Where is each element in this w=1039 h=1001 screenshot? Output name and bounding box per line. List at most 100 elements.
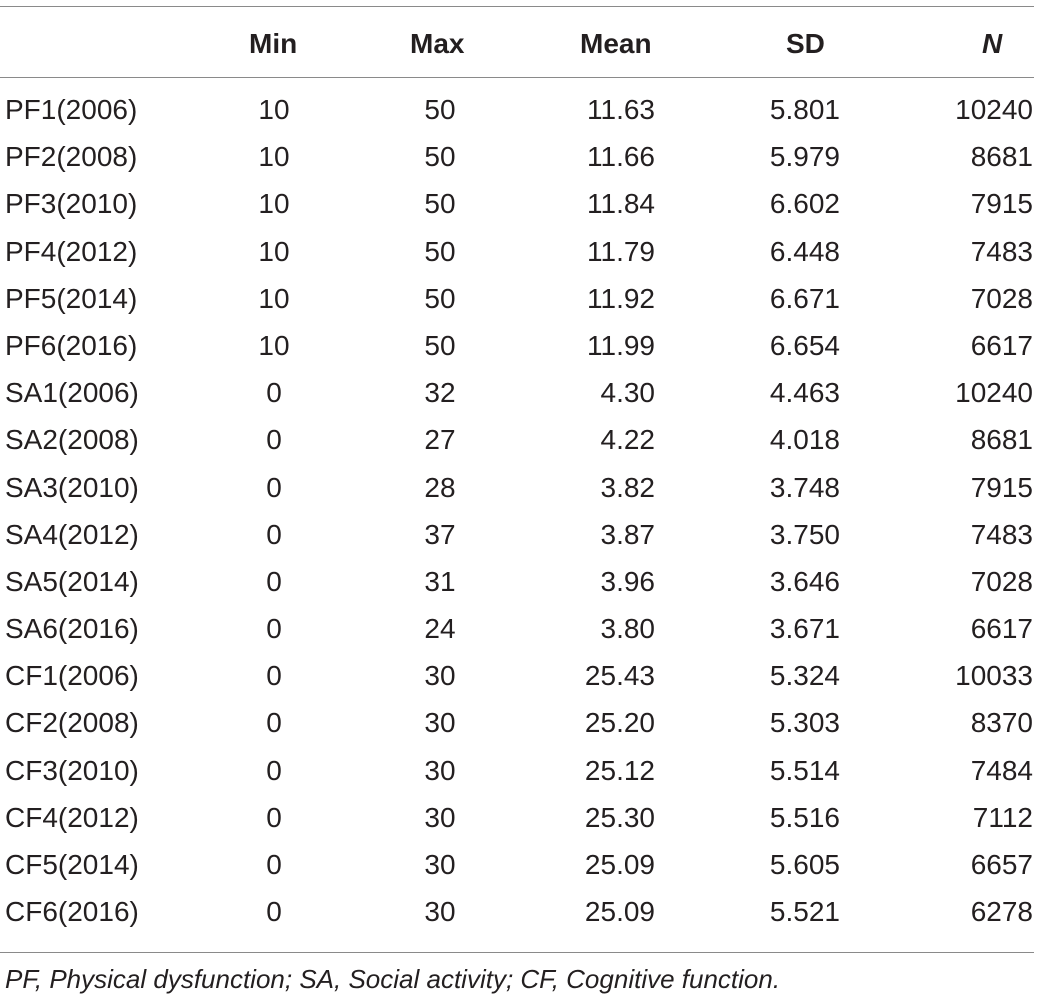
cell-min: 0 <box>266 849 282 880</box>
row-label: CF3(2010) <box>5 754 139 786</box>
cell-n: 7915 <box>970 188 1033 220</box>
cell-min: 0 <box>266 518 282 550</box>
row-label: CF2(2008) <box>5 707 139 739</box>
cell-mean: 11.92 <box>587 282 655 314</box>
cell-max: 30 <box>424 896 456 928</box>
cell-n: 8681 <box>970 424 1033 456</box>
cell-min: 0 <box>266 896 282 928</box>
cell-min: 0 <box>266 613 282 645</box>
header-max: Max <box>410 28 465 59</box>
cell-max: 50 <box>424 282 456 314</box>
row-label: SA1(2006) <box>5 377 139 409</box>
header-sd: SD <box>786 28 825 59</box>
cell-min: 0 <box>266 801 282 833</box>
cell-sd: 6.448 <box>769 235 840 267</box>
cell-max: 32 <box>424 377 456 409</box>
table-row: PF5(2014) 10 50 11.92 6.671 7028 <box>0 277 1039 324</box>
cell-mean: 11.84 <box>587 188 655 220</box>
cell-sd: 5.516 <box>769 801 840 833</box>
cell-sd: 6.671 <box>769 282 840 314</box>
table-row: CF5(2014) 0 30 25.09 5.605 6657 <box>0 843 1039 890</box>
cell-mean: 25.43 <box>584 660 655 692</box>
cell-sd: 5.979 <box>769 141 840 173</box>
cell-sd: 4.463 <box>769 377 840 409</box>
table-row: SA3(2010) 0 28 3.82 3.748 7915 <box>0 466 1039 513</box>
cell-min: 10 <box>258 282 290 314</box>
cell-mean: 3.96 <box>600 565 656 597</box>
cell-n: 6617 <box>970 613 1033 645</box>
cell-mean: 25.09 <box>584 849 655 880</box>
cell-max: 30 <box>424 801 456 833</box>
row-label: SA5(2014) <box>5 565 139 597</box>
table-row: SA1(2006) 0 32 4.30 4.463 10240 <box>0 371 1039 418</box>
cell-min: 10 <box>258 141 290 173</box>
table-row: PF2(2008) 10 50 11.66 5.979 8681 <box>0 135 1039 182</box>
table-bottom-rule <box>0 952 1034 953</box>
row-label: SA2(2008) <box>5 424 139 456</box>
cell-mean: 3.82 <box>600 471 656 503</box>
cell-max: 50 <box>424 235 456 267</box>
cell-n: 7483 <box>970 235 1033 267</box>
row-label: PF1(2006) <box>5 94 138 125</box>
table-row: CF2(2008) 0 30 25.20 5.303 8370 <box>0 701 1039 748</box>
cell-sd: 6.654 <box>769 329 840 361</box>
cell-n: 7028 <box>970 565 1033 597</box>
cell-max: 27 <box>424 424 456 456</box>
cell-mean: 4.30 <box>600 377 656 409</box>
table-row: PF1(2006) 10 50 11.63 5.801 10240 <box>0 88 1039 135</box>
row-label: PF3(2010) <box>5 188 138 220</box>
table-top-rule <box>0 6 1034 7</box>
cell-min: 10 <box>258 188 290 220</box>
table-row: SA4(2012) 0 37 3.87 3.750 7483 <box>0 513 1039 560</box>
row-label: CF6(2016) <box>5 896 139 928</box>
cell-mean: 25.09 <box>584 896 655 928</box>
row-label: PF4(2012) <box>5 235 138 267</box>
cell-n: 7483 <box>970 518 1033 550</box>
cell-mean: 11.99 <box>587 329 655 361</box>
cell-min: 10 <box>258 94 290 125</box>
cell-max: 24 <box>424 613 456 645</box>
cell-min: 0 <box>266 424 282 456</box>
row-label: PF6(2016) <box>5 329 138 361</box>
cell-max: 50 <box>424 94 456 125</box>
cell-max: 50 <box>424 329 456 361</box>
cell-n: 6278 <box>970 896 1033 928</box>
cell-sd: 3.671 <box>769 613 840 645</box>
cell-min: 0 <box>266 660 282 692</box>
cell-mean: 25.12 <box>584 754 655 786</box>
header-mean: Mean <box>580 28 652 59</box>
cell-min: 0 <box>266 565 282 597</box>
cell-n: 7028 <box>970 282 1033 314</box>
cell-n: 10033 <box>955 660 1033 692</box>
cell-min: 0 <box>266 754 282 786</box>
row-label: SA3(2010) <box>5 471 139 503</box>
cell-n: 10240 <box>955 94 1033 125</box>
cell-sd: 3.748 <box>769 471 840 503</box>
cell-max: 31 <box>424 565 456 597</box>
cell-n: 10240 <box>955 377 1033 409</box>
cell-n: 6657 <box>970 849 1033 880</box>
table-row: CF6(2016) 0 30 25.09 5.521 6278 <box>0 890 1039 937</box>
cell-min: 0 <box>266 707 282 739</box>
table-row: PF6(2016) 10 50 11.99 6.654 6617 <box>0 324 1039 371</box>
cell-sd: 4.018 <box>769 424 840 456</box>
table-row: CF3(2010) 0 30 25.12 5.514 7484 <box>0 749 1039 796</box>
cell-sd: 5.801 <box>769 94 840 125</box>
table-row: SA6(2016) 0 24 3.80 3.671 6617 <box>0 607 1039 654</box>
cell-n: 8370 <box>970 707 1033 739</box>
cell-sd: 5.521 <box>769 896 840 928</box>
cell-sd: 6.602 <box>769 188 840 220</box>
cell-max: 30 <box>424 849 456 880</box>
cell-n: 7915 <box>970 471 1033 503</box>
table-row: PF4(2012) 10 50 11.79 6.448 7483 <box>0 230 1039 277</box>
cell-sd: 5.324 <box>769 660 840 692</box>
table-footnote: PF, Physical dysfunction; SA, Social act… <box>5 964 781 994</box>
header-n: N <box>982 28 1003 59</box>
cell-mean: 25.30 <box>584 801 655 833</box>
cell-min: 0 <box>266 377 282 409</box>
cell-min: 10 <box>258 235 290 267</box>
cell-max: 50 <box>424 141 456 173</box>
cell-max: 30 <box>424 754 456 786</box>
row-label: SA4(2012) <box>5 518 139 550</box>
